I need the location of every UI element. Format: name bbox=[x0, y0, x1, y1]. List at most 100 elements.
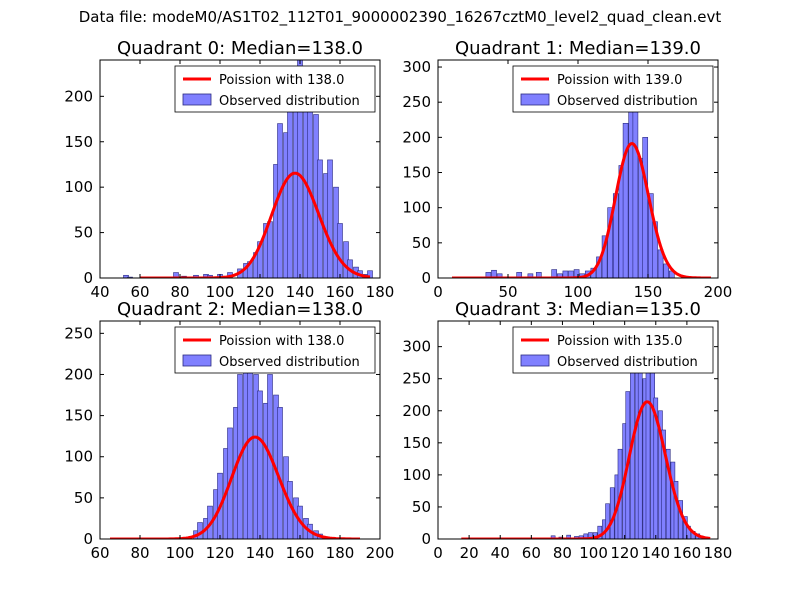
y-tick-label: 200 bbox=[402, 402, 431, 420]
histogram-bar bbox=[665, 448, 671, 539]
axes-frame bbox=[99, 320, 381, 540]
bars-group bbox=[485, 66, 675, 278]
histogram-bar bbox=[267, 221, 273, 278]
histogram-bar bbox=[337, 223, 343, 278]
histogram-bar bbox=[491, 269, 497, 278]
x-tick-label: 100 bbox=[206, 283, 235, 301]
histogram-bar bbox=[673, 480, 679, 539]
panel-title: Quadrant 1: Median=139.0 bbox=[455, 38, 701, 59]
x-tick-label: 40 bbox=[491, 544, 510, 562]
x-tick-label: 100 bbox=[166, 544, 195, 562]
histogram-bar bbox=[661, 429, 666, 539]
legend-label: Poission with 138.0 bbox=[219, 73, 344, 88]
histogram-bar bbox=[568, 270, 574, 278]
x-tick-label: 140 bbox=[246, 544, 275, 562]
histogram-bar bbox=[637, 346, 643, 539]
y-tick-label: 0 bbox=[421, 269, 431, 287]
legend-label: Observed distribution bbox=[557, 94, 698, 109]
legend-patch-swatch bbox=[520, 354, 550, 367]
axes-frame bbox=[437, 320, 719, 540]
histogram-bar bbox=[642, 137, 649, 278]
x-tick-label: 60 bbox=[130, 283, 149, 301]
y-tick-label: 100 bbox=[402, 199, 431, 217]
histogram-bar bbox=[645, 359, 651, 539]
histogram-bar bbox=[247, 357, 253, 539]
y-tick-label: 200 bbox=[402, 128, 431, 146]
legend-patch-swatch bbox=[182, 93, 212, 106]
y-tick-label: 250 bbox=[402, 93, 431, 111]
x-tick-label: 160 bbox=[286, 544, 315, 562]
y-tick-label: 150 bbox=[64, 407, 93, 425]
x-tick-label: 200 bbox=[704, 283, 733, 301]
x-tick-label: 60 bbox=[90, 544, 109, 562]
x-tick-label: 160 bbox=[326, 283, 355, 301]
x-tick-label: 0 bbox=[433, 283, 443, 301]
histogram-bar bbox=[583, 533, 589, 539]
y-tick-label: 100 bbox=[64, 448, 93, 466]
legend-label: Observed distribution bbox=[219, 94, 360, 109]
y-tick-label: 150 bbox=[402, 164, 431, 182]
y-tick-label: 50 bbox=[74, 489, 93, 507]
legend-label: Poission with 139.0 bbox=[557, 73, 682, 88]
x-tick-label: 180 bbox=[366, 283, 395, 301]
histogram-bar bbox=[630, 371, 635, 539]
panel-title: Quadrant 3: Median=135.0 bbox=[455, 299, 701, 320]
x-tick-label: 180 bbox=[704, 544, 733, 562]
y-tick-label: 100 bbox=[64, 178, 93, 196]
histogram-bar bbox=[566, 534, 571, 539]
panel-title: Quadrant 2: Median=138.0 bbox=[117, 299, 363, 320]
x-tick-label: 80 bbox=[553, 544, 572, 562]
histogram-bar bbox=[663, 263, 670, 278]
x-tick-label: 50 bbox=[498, 283, 517, 301]
y-tick-label: 250 bbox=[402, 370, 431, 388]
histogram-bar bbox=[535, 272, 542, 278]
y-tick-label: 50 bbox=[412, 498, 431, 516]
x-tick-label: 60 bbox=[522, 544, 541, 562]
x-tick-label: 0 bbox=[433, 544, 443, 562]
x-tick-label: 100 bbox=[579, 544, 608, 562]
legend-label: Observed distribution bbox=[219, 355, 360, 370]
y-tick-label: 150 bbox=[64, 133, 93, 151]
legend: Poission with 135.0 Observed distribution bbox=[512, 326, 714, 374]
poisson-curve bbox=[140, 171, 371, 278]
legend-patch-swatch bbox=[182, 354, 212, 367]
x-tick-label: 80 bbox=[170, 283, 189, 301]
y-tick-label: 250 bbox=[64, 324, 93, 342]
y-tick-label: 200 bbox=[64, 365, 93, 383]
quadrant-2-panel: 60 80 100 120 140 160 180 200 0 50 100 150 200 250 Qua… bbox=[64, 299, 394, 562]
histogram-bar bbox=[257, 390, 263, 539]
panel-title: Quadrant 0: Median=138.0 bbox=[117, 38, 363, 59]
legend-label: Poission with 138.0 bbox=[219, 334, 344, 349]
legend-label: Observed distribution bbox=[557, 355, 698, 370]
histogram-bar bbox=[287, 96, 293, 278]
y-tick-label: 50 bbox=[74, 224, 93, 242]
legend-label: Poission with 135.0 bbox=[557, 334, 682, 349]
histogram-bar bbox=[550, 535, 556, 539]
y-tick-label: 0 bbox=[83, 269, 93, 287]
x-tick-label: 160 bbox=[673, 544, 702, 562]
x-tick-label: 20 bbox=[460, 544, 479, 562]
histogram-bar bbox=[367, 270, 373, 278]
histogram-bar bbox=[588, 532, 593, 539]
x-tick-label: 120 bbox=[246, 283, 275, 301]
quadrant-3-panel: 0 20 40 60 80 100 120 140 160 1800501001502002503… bbox=[402, 299, 732, 562]
histogram-bar bbox=[562, 270, 569, 278]
quadrant-1-panel: 0 50 100 150 200 0 50 100 150 200 250 300 Quadrant 1… bbox=[402, 38, 732, 301]
legend: Poission with 138.0 Observed distribution bbox=[174, 326, 376, 374]
x-tick-label: 40 bbox=[90, 283, 109, 301]
y-tick-label: 0 bbox=[83, 530, 93, 548]
figure-suptitle: Data file: modeM0/AS1T02_112T01_90000023… bbox=[78, 8, 722, 26]
x-tick-label: 140 bbox=[286, 283, 315, 301]
histogram-bar bbox=[516, 272, 523, 278]
y-tick-label: 50 bbox=[412, 234, 431, 252]
y-tick-label: 100 bbox=[402, 466, 431, 484]
y-tick-label: 150 bbox=[402, 434, 431, 452]
quadrant-0-panel: 40 60 80 100 120 140 160 180 0 50 100 150 200 Quadran… bbox=[64, 38, 394, 301]
y-tick-label: 300 bbox=[402, 58, 431, 76]
y-tick-label: 300 bbox=[402, 338, 431, 356]
x-tick-label: 100 bbox=[564, 283, 593, 301]
histogram-bar bbox=[605, 503, 610, 539]
y-tick-label: 0 bbox=[421, 530, 431, 548]
x-tick-label: 200 bbox=[366, 544, 395, 562]
